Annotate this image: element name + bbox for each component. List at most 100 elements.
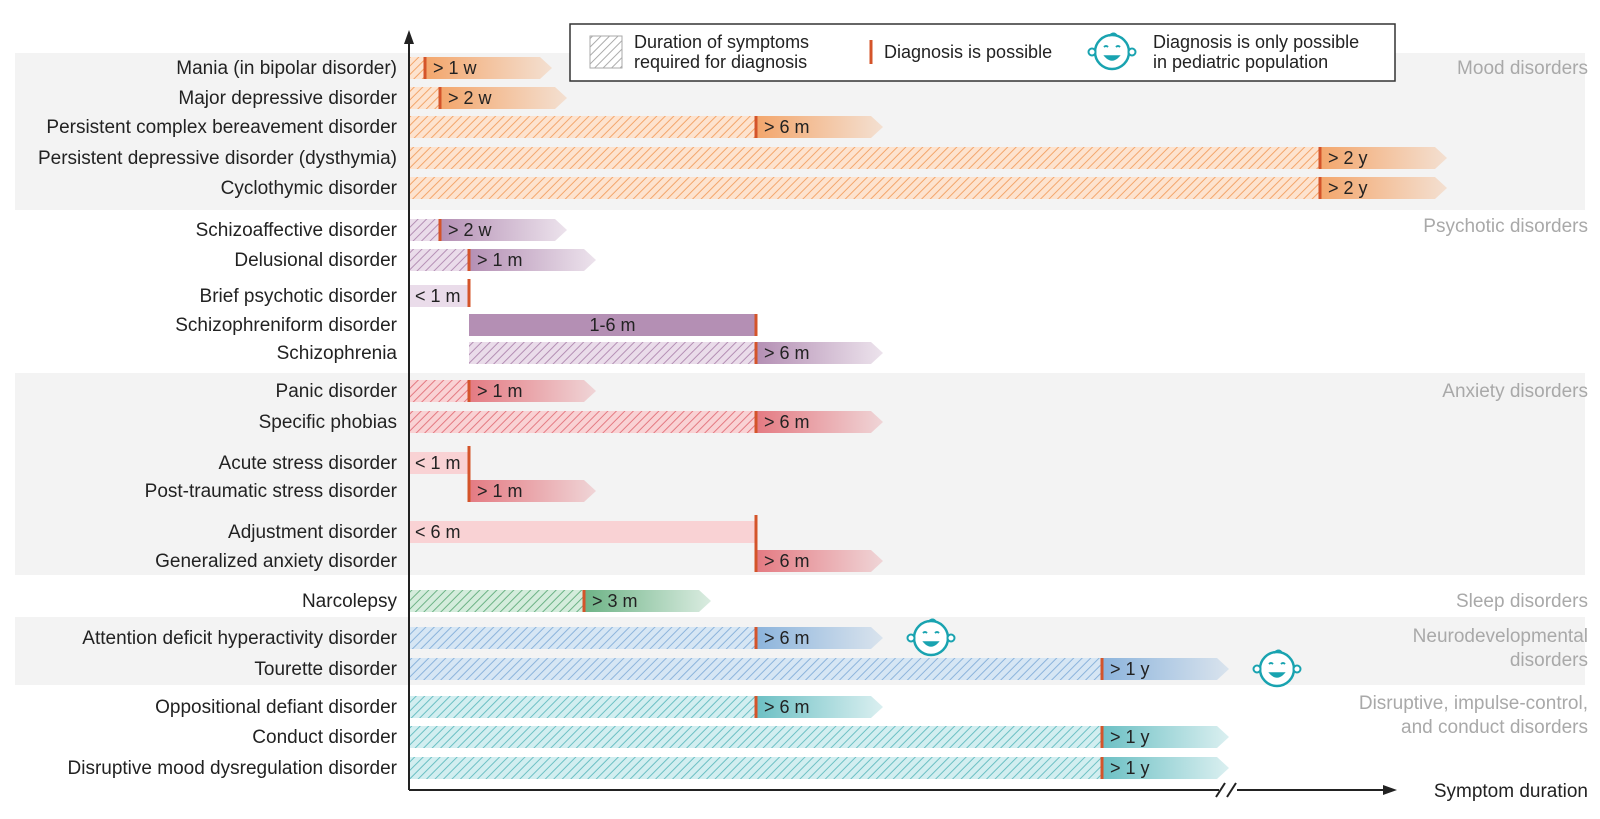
category-label-line: Disruptive, impulse-control, [1359,693,1588,714]
disorder-row: Panic disorder > 1 m [276,380,596,402]
diagnosis-arrow-bar [469,249,596,271]
bar-label: < 6 m [415,522,461,542]
category-label: Mood disorders [1457,58,1588,79]
category-label: Sleep disorders [1456,591,1588,612]
bar-label: > 1 y [1110,758,1150,778]
disorder-row: Schizophreniform disorder 1-6 m [175,314,758,336]
diagnosis-arrow-bar [756,116,883,138]
diagnosis-arrow-bar [584,590,711,612]
category-label-line: Sleep disorders [1456,591,1588,612]
disorder-name: Disruptive mood dysregulation disorder [68,758,398,779]
category-label: Neurodevelopmental disorders [1413,626,1588,671]
bar-label: > 1 y [1110,659,1150,679]
required-duration-bar [409,627,756,649]
diagnosis-arrow-bar [469,480,596,502]
category-label: Disruptive, impulse-control, and conduct … [1359,693,1588,738]
legend-marker-label: Diagnosis is possible [884,42,1052,62]
disorder-name: Oppositional defiant disorder [155,697,398,718]
disorder-row: Schizoaffective disorder > 2 w [196,219,567,241]
diagnosis-arrow-bar [756,550,883,572]
disorder-name: Brief psychotic disorder [200,286,398,307]
bar-label: > 6 m [764,117,810,137]
category-band [15,373,1585,575]
diagnosis-arrow-bar [756,411,883,433]
bar-label: > 6 m [764,551,810,571]
baby-face-icon [1087,32,1137,71]
disorder-name: Panic disorder [276,381,398,402]
bar-label: > 6 m [764,697,810,717]
required-duration-bar [409,57,425,79]
category-label-line: disorders [1510,650,1588,671]
category-label-line: Anxiety disorders [1442,381,1588,402]
disorder-row: Persistent complex bereavement disorder >… [46,116,883,138]
disorder-row: Brief psychotic disorder < 1 m [200,279,471,307]
x-axis-arrowhead [1383,785,1397,795]
diagnosis-arrow-bar [425,57,552,79]
disorder-row: Generalized anxiety disorder > 6 m [155,530,883,572]
diagnosis-arrow-bar [756,627,883,649]
category-label-line: and conduct disorders [1401,717,1588,738]
disorder-name: Generalized anxiety disorder [155,551,398,572]
required-duration-bar [469,342,756,364]
required-duration-bar [409,177,1320,199]
disorder-name: Schizoaffective disorder [196,220,398,241]
required-duration-bar [409,696,756,718]
duration-range-bar [409,452,469,474]
diagnosis-arrow-bar [469,380,596,402]
legend-hatch-line-1: Duration of symptoms [634,32,809,52]
disorder-name: Acute stress disorder [219,453,398,474]
category-label: Anxiety disorders [1442,381,1588,402]
duration-range-bar [409,285,469,307]
legend-pediatric-line-2: in pediatric population [1153,52,1328,72]
disorder-name: Adjustment disorder [228,522,398,543]
required-duration-bar [409,411,756,433]
disorder-row: Adjustment disorder < 6 m [228,515,758,543]
y-axis-arrowhead [404,30,414,44]
legend-pediatric-label: Diagnosis is only possible in pediatric … [1153,32,1364,72]
disorder-name: Persistent complex bereavement disorder [46,117,397,138]
required-duration-bar [409,249,469,271]
bar-label: > 3 m [592,591,638,611]
disorder-rows: Mania (in bipolar disorder) > 1 w Major de… [38,57,1447,779]
disorder-name: Major depressive disorder [178,88,397,109]
disorder-row: Specific phobias > 6 m [259,411,883,433]
disorder-name: Cyclothymic disorder [221,178,398,199]
disorder-name: Conduct disorder [252,727,397,748]
bar-label: < 1 m [415,453,461,473]
disorder-row: Disruptive mood dysregulation disorder > … [68,757,1229,779]
duration-range-bar [409,521,756,543]
bar-label: > 6 m [764,343,810,363]
disorder-row: Narcolepsy > 3 m [302,590,711,612]
diagnosis-arrow-bar [440,219,567,241]
category-label-line: Psychotic disorders [1423,216,1588,237]
disorder-name: Schizophreniform disorder [175,315,397,336]
disorder-name: Persistent depressive disorder (dysthymi… [38,148,397,169]
disorder-row: Post-traumatic stress disorder > 1 m [145,460,596,502]
diagnosis-arrow-bar [1102,658,1229,680]
disorder-row: Cyclothymic disorder > 2 y [221,177,1447,199]
required-duration-bar [409,219,440,241]
disorder-name: Schizophrenia [277,343,398,364]
disorder-row: Acute stress disorder < 1 m [219,446,471,474]
bar-label: > 1 w [433,58,478,78]
disorder-name: Post-traumatic stress disorder [145,481,398,502]
category-label: Psychotic disorders [1423,216,1588,237]
duration-range-bar [469,314,756,336]
axes: Symptom duration [404,30,1588,802]
disorder-name: Mania (in bipolar disorder) [176,58,397,79]
disorder-name: Narcolepsy [302,591,398,612]
diagnosis-arrow-bar [1320,147,1447,169]
bar-label: > 1 y [1110,727,1150,747]
baby-face-icon [1087,32,1137,71]
disorder-name: Specific phobias [259,412,397,433]
diagnosis-arrow-bar [1102,726,1229,748]
disorder-row: Mania (in bipolar disorder) > 1 w [176,57,552,79]
axis-break-icon [1215,782,1237,798]
baby-face-icon [906,618,956,657]
disorder-row: Oppositional defiant disorder > 6 m [155,696,883,718]
bar-label: 1-6 m [589,315,635,335]
legend-hatch-label: Duration of symptoms required for diagno… [634,32,814,72]
disorder-name: Attention deficit hyperactivity disorder [82,628,397,649]
required-duration-bar [409,147,1320,169]
